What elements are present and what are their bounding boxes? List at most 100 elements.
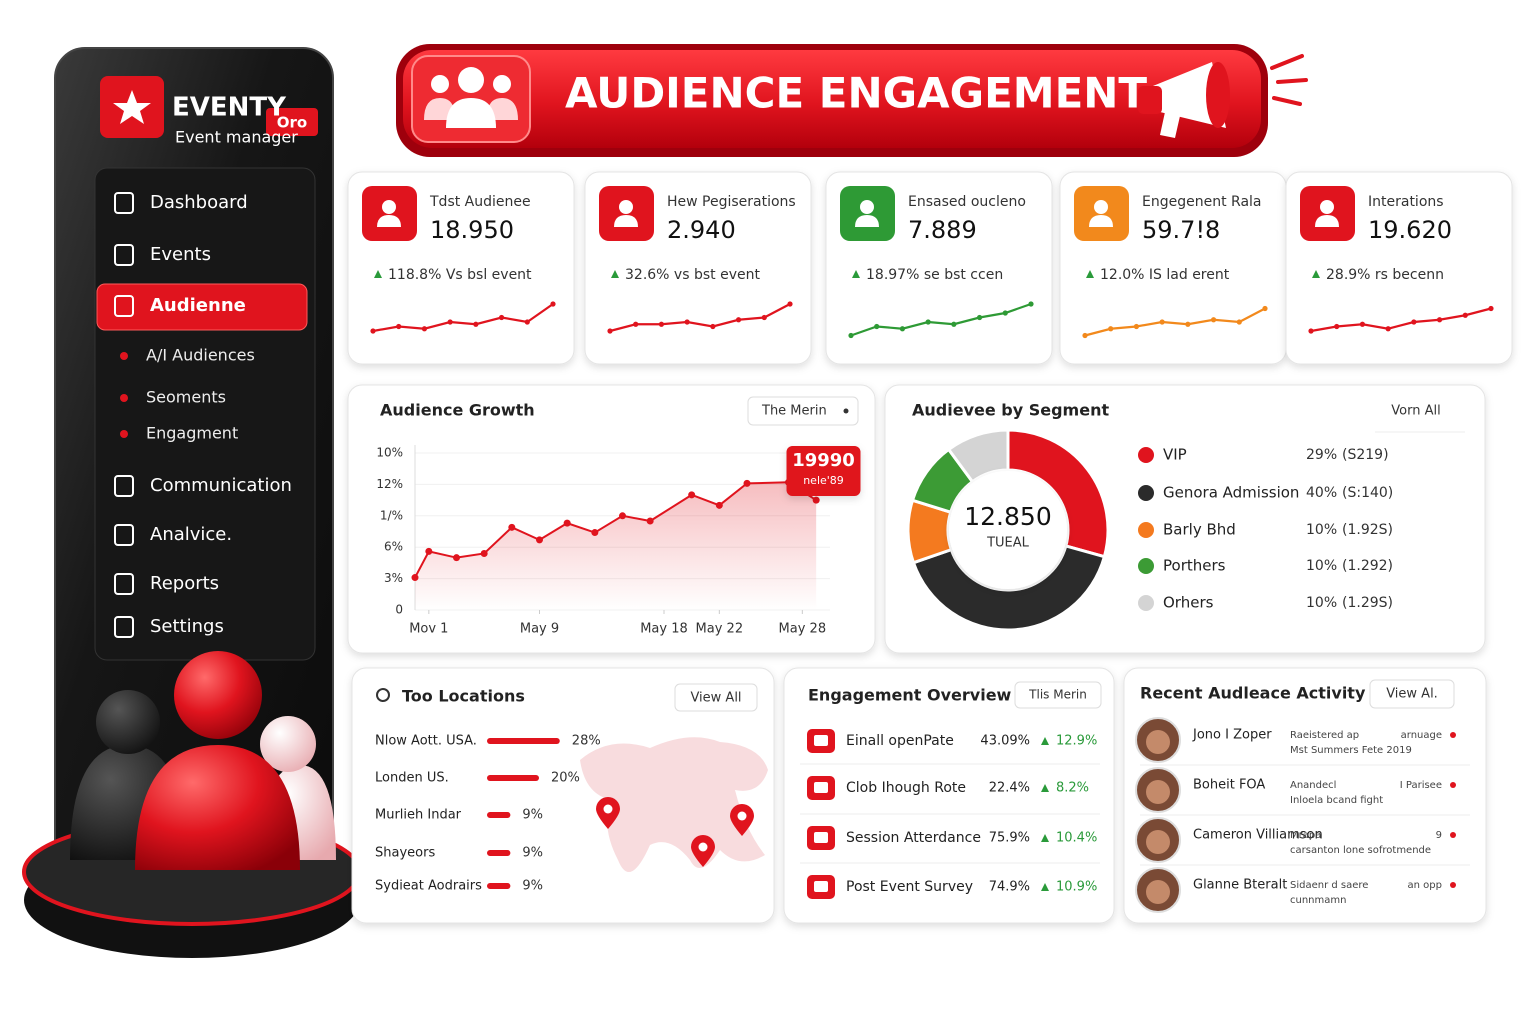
legend-label: Barly Bhd [1163,521,1236,539]
sparkline-point [1236,319,1242,325]
sparkline-point [396,323,402,330]
point [425,547,433,555]
nav-item[interactable]: Settings [150,616,224,637]
donut-slice [946,428,1010,484]
megaphone [1160,112,1180,138]
x-tick-label: May 18 [640,622,688,637]
kpi-icon-glyph [382,200,396,214]
kpi-value: 7.889 [908,216,977,244]
nav-dot [120,394,128,402]
location-name: Nlow Aott. USA. [375,734,477,749]
nav-item[interactable]: Seoments [146,388,226,407]
nav-item[interactable]: Audienne [150,295,246,316]
avatar-face [1146,730,1170,754]
up-arrow [1312,270,1320,278]
kpi-label: Tdst Audienee [429,194,531,210]
nav-dot [120,430,128,438]
metric-change: 10.9% [1056,880,1097,895]
legend-dot [1138,595,1154,611]
x-tick-label: May 28 [779,622,827,637]
metric-value: 43.09% [980,734,1030,749]
kpi-icon-glyph [855,215,879,227]
nav-item[interactable]: Communication [150,475,292,496]
metric-change: 10.4% [1056,831,1097,846]
metric-label: Clob Ihough Rote [846,780,966,796]
dropdown-label: Tlis Merin [1028,688,1087,702]
sparkline-point [951,321,957,327]
legend-detail: (1.92S) [1342,522,1393,538]
activity-time: 9 [1436,830,1442,841]
sparkline-point [421,326,428,332]
person-name: Glanne Bteralt [1193,878,1287,893]
view-all[interactable]: Vorn All [1391,404,1440,419]
sparkline-point [473,321,479,327]
metric-value: 75.9% [989,831,1030,846]
metric-label: Post Event Survey [846,879,973,895]
sparkline-point [925,319,931,325]
y-tick-label: 12% [376,477,403,491]
sparkline-point [684,319,690,325]
map-pin-dot [603,804,613,814]
view-all-button[interactable] [1369,679,1455,709]
sparkline [1310,307,1492,333]
nav-item[interactable]: Engagment [146,424,238,443]
sparkline-point [874,323,880,330]
y-tick-label: 10% [376,446,403,460]
donut-slice [911,544,1107,632]
sparkline [609,303,791,333]
location-value: 9% [522,808,543,823]
nav-icon [114,616,134,638]
active-nav[interactable] [96,283,308,331]
banner-icon [446,98,496,128]
point [715,501,723,509]
nav-item[interactable]: A/I Audiences [146,346,255,365]
point [411,574,419,582]
world-map [580,737,768,872]
location-value: 9% [522,846,543,861]
figure-black-head [96,690,160,754]
sparkline-point [976,314,983,321]
location-bar [487,812,511,818]
logo-star [113,90,151,124]
kpi-change: 28.9% rs becenn [1326,267,1444,283]
sparkline-point [1308,328,1314,334]
location-name: Shayeors [375,846,435,861]
legend-value: 10% [1306,595,1337,611]
nav-item[interactable]: Analvice. [150,524,232,545]
dropdown[interactable] [1014,681,1102,709]
legend-dot [1138,558,1154,574]
badge [266,108,318,136]
donut-slice [1006,428,1110,559]
sparkline-point [447,319,453,325]
activity-text: Anandecl [1290,780,1336,791]
figure-red-head [174,651,262,739]
location-name: Sydieat Aodrairs [375,879,482,894]
row-icon-glyph [814,832,828,843]
view-all-button[interactable] [674,683,758,712]
activity-text: Sidaenr d saere [1290,880,1368,891]
megaphone [1138,86,1162,114]
point [812,496,820,504]
sparkline-point [761,314,767,321]
sparkline-point [1028,301,1034,307]
y-tick-label: 0 [395,603,403,617]
card-title: Engagement Overview [808,686,1012,705]
nav-item[interactable]: Reports [150,573,219,594]
y-tick-label: 1/% [380,508,403,522]
sparkline-point [1436,317,1443,323]
up-arrow [852,270,860,278]
dropdown[interactable] [747,396,859,426]
location-bar [487,775,539,781]
kpi-change: 118.8% Vs bsl event [388,267,532,283]
map-pin-dot [698,842,708,852]
legend-value: 10% [1306,522,1337,538]
nav-item[interactable]: Events [150,244,211,265]
row-icon-glyph [814,735,828,746]
nav-item[interactable]: Dashboard [150,192,248,213]
up-arrow [1041,784,1049,792]
kpi-value: 2.940 [667,216,736,244]
kpi-label: Interations [1368,194,1444,210]
sparkline-point [1108,326,1114,332]
megaphone-rays [1270,54,1308,106]
